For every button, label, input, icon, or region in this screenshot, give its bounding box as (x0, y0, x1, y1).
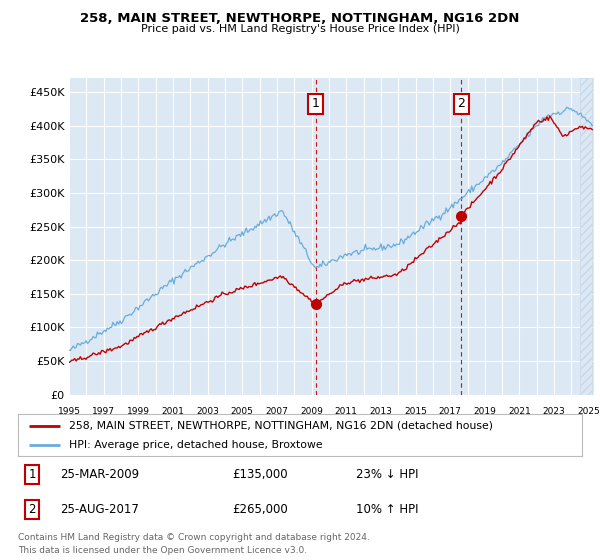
Text: 23% ↓ HPI: 23% ↓ HPI (356, 468, 419, 481)
Text: £135,000: £135,000 (232, 468, 288, 481)
Text: 1: 1 (28, 468, 36, 481)
Text: 25-MAR-2009: 25-MAR-2009 (60, 468, 139, 481)
Text: 2014: 2014 (387, 421, 410, 430)
Text: 2000: 2000 (144, 421, 167, 430)
Text: 2025: 2025 (577, 407, 600, 416)
Text: 2004: 2004 (214, 421, 236, 430)
Text: 1995: 1995 (58, 407, 80, 416)
Text: Price paid vs. HM Land Registry's House Price Index (HPI): Price paid vs. HM Land Registry's House … (140, 24, 460, 34)
Text: 2019: 2019 (473, 407, 496, 416)
Text: 10% ↑ HPI: 10% ↑ HPI (356, 503, 419, 516)
Text: 1: 1 (311, 97, 319, 110)
Text: 1999: 1999 (127, 407, 150, 416)
Text: 2018: 2018 (456, 421, 479, 430)
Text: 2011: 2011 (335, 407, 358, 416)
Text: 2006: 2006 (248, 421, 271, 430)
Text: 2: 2 (458, 97, 466, 110)
Text: Contains HM Land Registry data © Crown copyright and database right 2024.
This d: Contains HM Land Registry data © Crown c… (18, 533, 370, 554)
Text: 2016: 2016 (421, 421, 444, 430)
Text: 2021: 2021 (508, 407, 531, 416)
Text: 258, MAIN STREET, NEWTHORPE, NOTTINGHAM, NG16 2DN (detached house): 258, MAIN STREET, NEWTHORPE, NOTTINGHAM,… (69, 421, 493, 431)
Text: 1998: 1998 (109, 421, 133, 430)
Text: £265,000: £265,000 (232, 503, 288, 516)
Text: HPI: Average price, detached house, Broxtowe: HPI: Average price, detached house, Brox… (69, 440, 322, 450)
Text: 2007: 2007 (265, 407, 289, 416)
Text: 2023: 2023 (543, 407, 566, 416)
Text: 1996: 1996 (75, 421, 98, 430)
Text: 2015: 2015 (404, 407, 427, 416)
Text: 2002: 2002 (179, 421, 202, 430)
Text: 2020: 2020 (491, 421, 514, 430)
Text: 2022: 2022 (526, 421, 548, 430)
Polygon shape (580, 78, 592, 395)
Text: 2017: 2017 (439, 407, 461, 416)
Text: 2009: 2009 (300, 407, 323, 416)
Text: 25-AUG-2017: 25-AUG-2017 (60, 503, 139, 516)
Text: 258, MAIN STREET, NEWTHORPE, NOTTINGHAM, NG16 2DN: 258, MAIN STREET, NEWTHORPE, NOTTINGHAM,… (80, 12, 520, 25)
Text: 2010: 2010 (317, 421, 340, 430)
Text: 2003: 2003 (196, 407, 219, 416)
Text: 2012: 2012 (352, 421, 375, 430)
Text: 2001: 2001 (161, 407, 184, 416)
Text: 2: 2 (28, 503, 36, 516)
Text: 2008: 2008 (283, 421, 305, 430)
Text: 2024: 2024 (560, 421, 583, 430)
Text: 2013: 2013 (370, 407, 392, 416)
Text: 2005: 2005 (231, 407, 254, 416)
Text: 1997: 1997 (92, 407, 115, 416)
